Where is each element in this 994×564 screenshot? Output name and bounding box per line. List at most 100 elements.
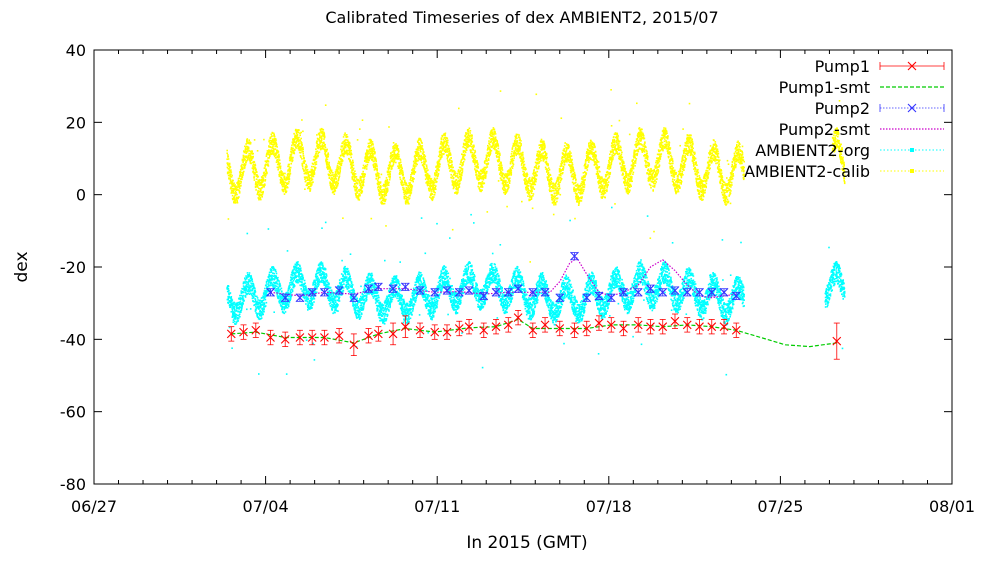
data-point [332,307,334,309]
data-point [289,287,291,289]
data-point [609,291,611,293]
data-point [231,296,233,298]
data-point [309,308,311,310]
data-point [410,309,412,311]
data-point [251,283,253,285]
data-point [271,277,273,279]
data-point [275,271,277,273]
data-point [335,301,337,303]
data-point [496,270,498,272]
data-point [276,294,278,296]
data-point [239,316,241,318]
data-point [228,302,230,304]
data-point [287,250,289,252]
data-point [533,308,535,310]
data-point [621,279,623,281]
data-point [351,283,353,285]
data-point [303,292,305,294]
data-point [439,287,441,289]
data-point [384,315,386,317]
data-point [522,279,524,281]
data-point [558,316,560,318]
data-point [559,314,561,316]
data-point [260,306,262,308]
data-point [250,308,252,310]
data-point [363,308,365,310]
data-point [300,270,302,272]
data-point [622,301,624,303]
data-point [526,294,528,296]
data-point [281,290,283,292]
data-point [329,290,331,292]
data-point [608,297,610,299]
data-point [473,222,475,224]
data-point [421,274,423,276]
data-point [328,283,330,285]
data-point [472,282,474,284]
data-point [529,311,531,313]
data-point [419,279,421,281]
data-point [491,263,493,265]
data-point [502,293,504,295]
data-point [437,300,439,302]
data-point [523,285,525,287]
data-point [460,302,462,304]
y-tick-label: 20 [66,113,86,132]
data-point [245,296,247,298]
data-point [475,298,477,300]
data-point [598,353,600,355]
data-point [276,288,278,290]
data-point [273,311,275,313]
data-point [364,302,366,304]
data-point [444,284,446,286]
data-point [552,322,554,324]
data-point [610,279,612,281]
data-point [382,315,384,317]
data-point [444,266,446,268]
data-point [348,287,350,289]
data-point [237,320,239,322]
data-point [546,286,548,288]
data-point [450,301,452,303]
data-point [348,284,350,286]
data-point [365,283,367,285]
data-point [507,302,509,304]
data-point [317,276,319,278]
data-point [276,286,278,288]
data-point [280,285,282,287]
data-point [584,307,586,309]
data-point [440,279,442,281]
data-point [424,282,426,284]
data-point [300,281,302,283]
data-point [526,314,528,316]
data-point [457,312,459,314]
data-point [600,302,602,304]
data-point [373,297,375,299]
data-point [233,319,235,321]
data-point [400,302,402,304]
data-point [557,305,559,307]
data-point [433,302,435,304]
data-point [496,279,498,281]
data-point [577,307,579,309]
data-point [332,309,334,311]
data-point [444,275,446,277]
data-point [246,309,248,311]
data-point [276,281,278,283]
data-point [427,332,429,334]
data-point [324,272,326,274]
data-point [499,280,501,282]
data-point [539,289,541,291]
data-point [449,278,451,280]
data-point [284,313,286,315]
data-point [242,302,244,304]
data-point [467,268,469,270]
data-point [263,300,265,302]
data-point [346,276,348,278]
data-point [306,288,308,290]
data-point [230,292,232,294]
series-ambient2-org [226,207,845,376]
data-point [276,283,278,285]
data-point [483,306,485,308]
